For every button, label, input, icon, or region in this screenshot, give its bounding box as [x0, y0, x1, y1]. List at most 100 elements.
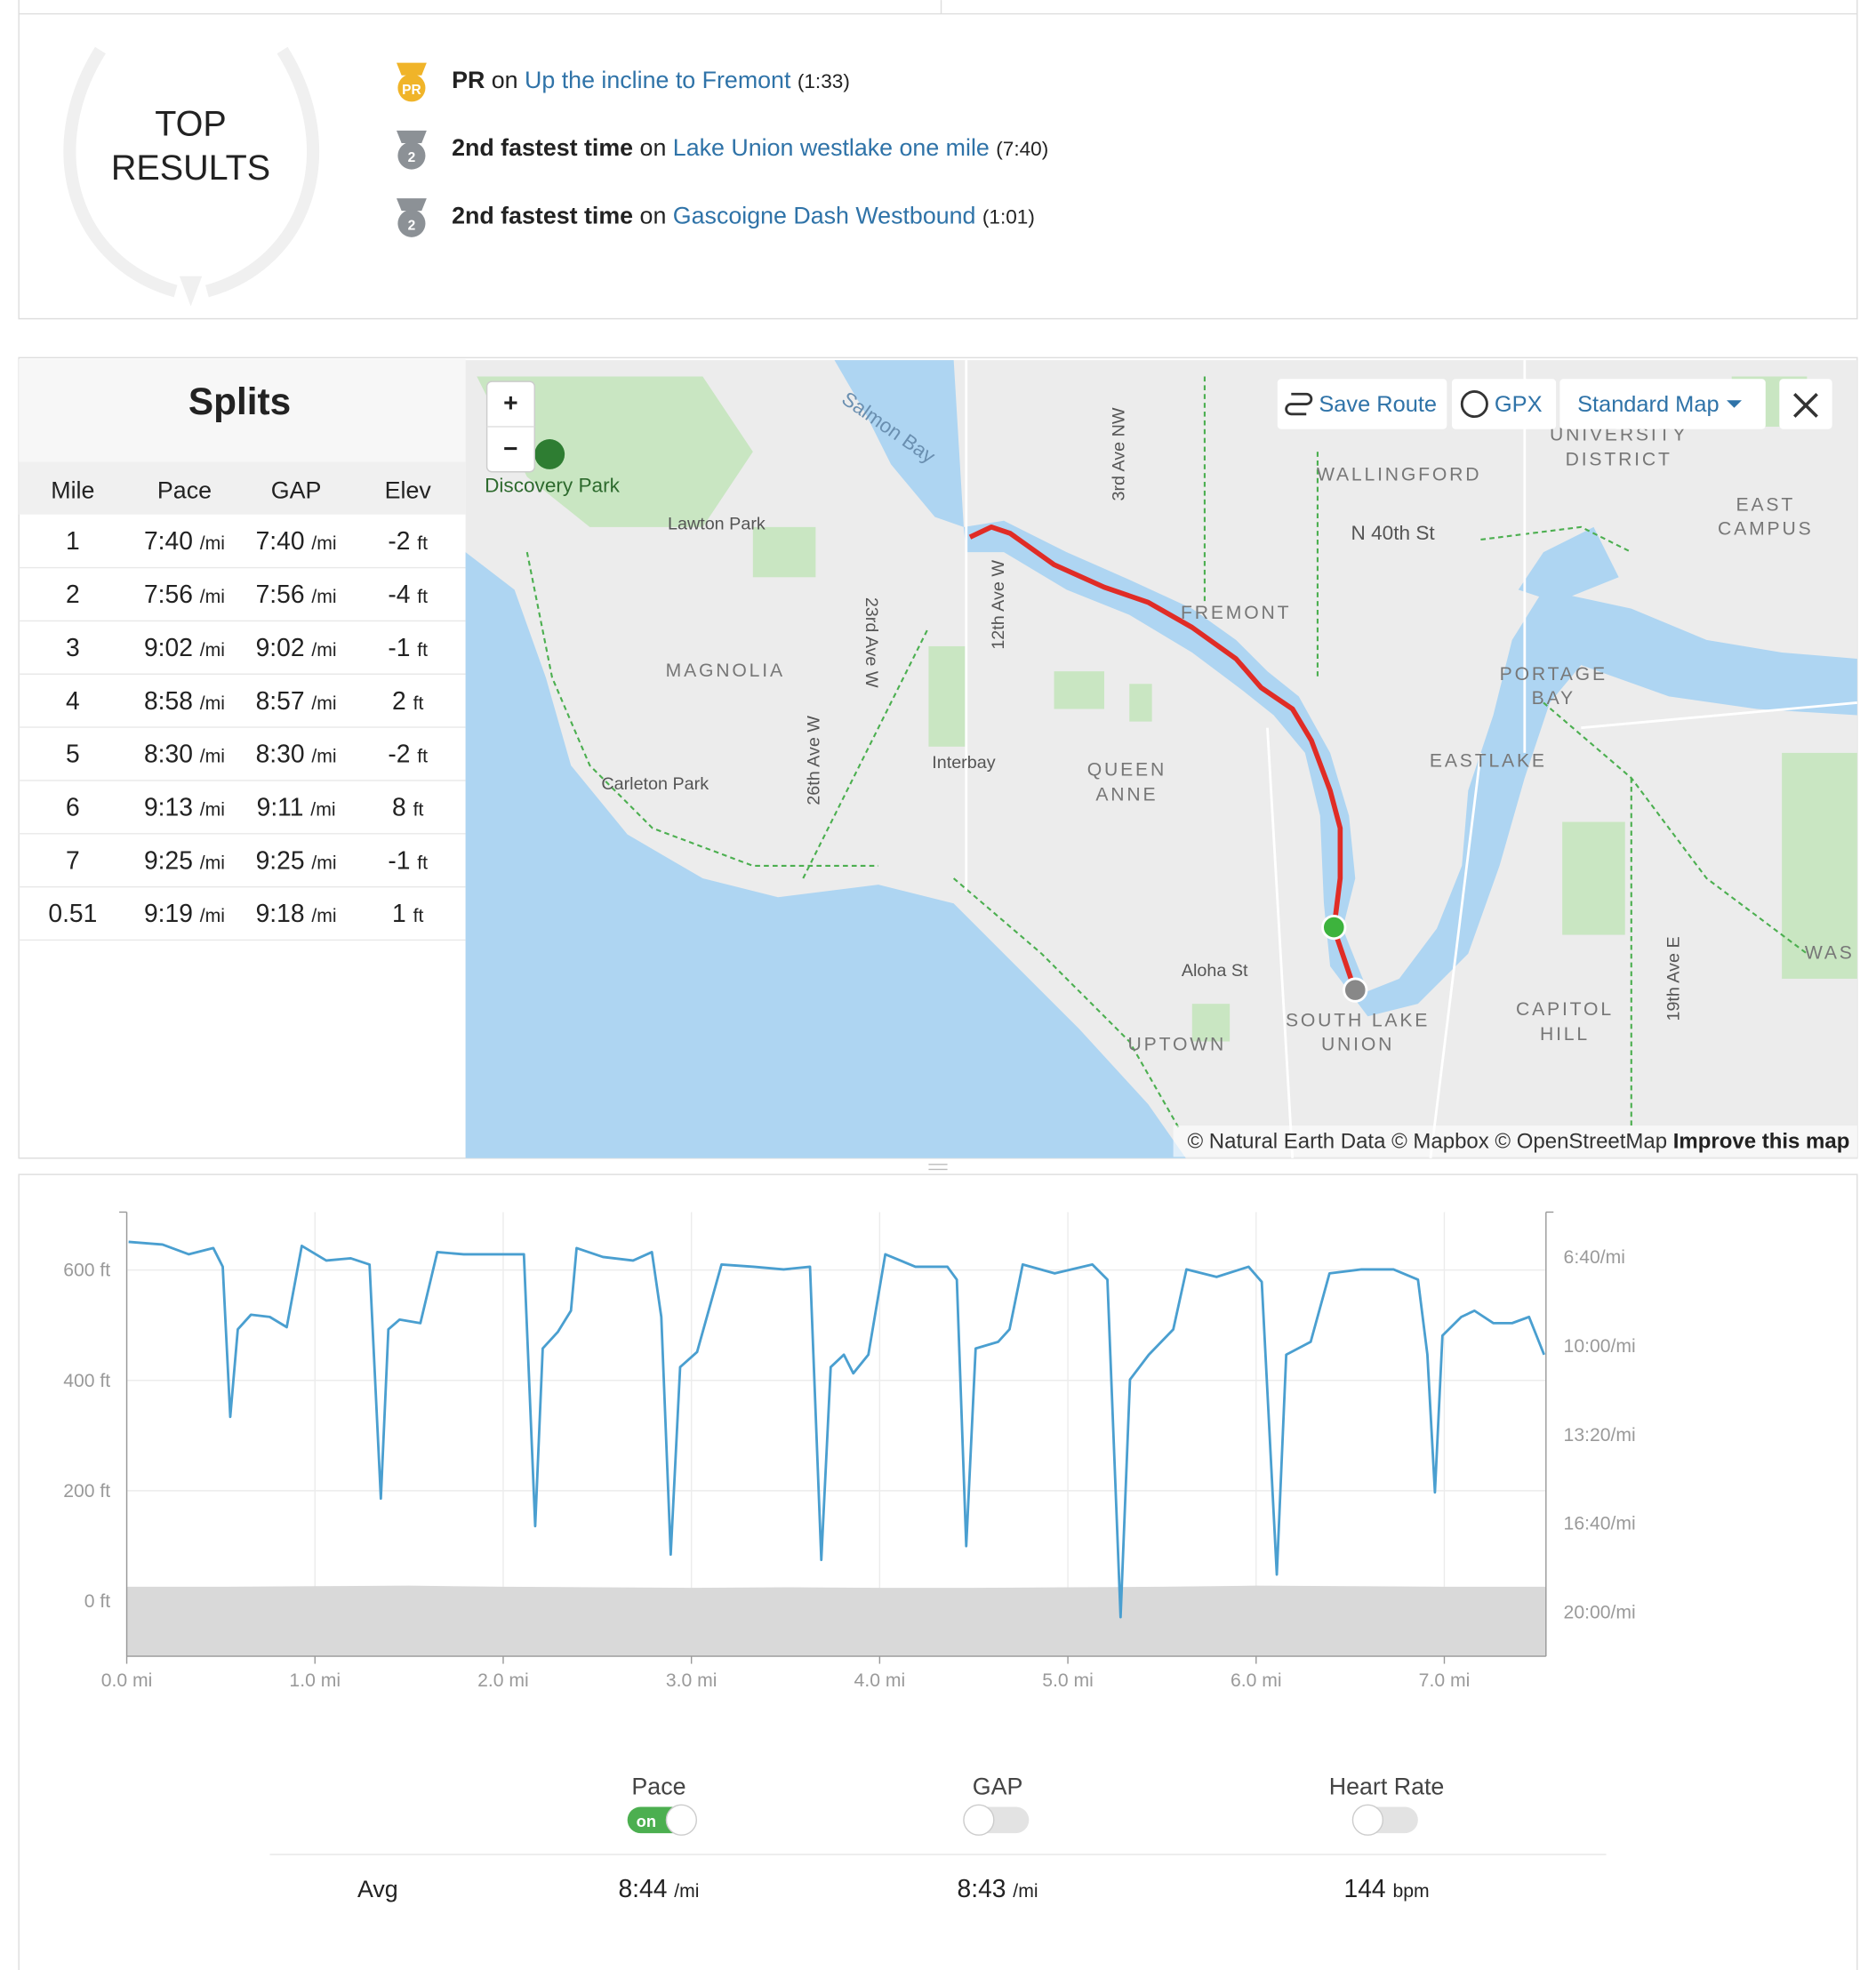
connector: on — [640, 134, 667, 161]
map-label: Carleton Park — [601, 774, 709, 794]
medal-ribbon — [396, 130, 427, 143]
split-gap: 7:40 /mi — [256, 526, 337, 555]
split-mile: 0.51 — [48, 899, 97, 927]
split-pace: 8:30 /mi — [144, 740, 225, 768]
connector: on — [640, 202, 667, 228]
map-parks — [477, 376, 1857, 1042]
column-header: Pace — [157, 476, 212, 503]
unit: /mi — [310, 799, 335, 820]
map-trails — [525, 376, 1808, 1130]
split-gap: 8:57 /mi — [256, 686, 337, 715]
map-style-button[interactable] — [1559, 379, 1766, 429]
map-label: BAY — [1532, 688, 1575, 709]
park-icon — [534, 439, 565, 469]
toggle-knob[interactable] — [665, 1804, 698, 1836]
value: 7:40 — [144, 526, 193, 555]
value: 7:56 — [144, 580, 193, 608]
x-tick-label: 7.0 mi — [1419, 1670, 1471, 1691]
y-tick-label: 200 ft — [63, 1481, 110, 1502]
chart-panel — [18, 1173, 1858, 1970]
value: 9:25 — [256, 845, 305, 874]
map-label: Interbay — [932, 753, 995, 773]
y-tick-label: 600 ft — [63, 1261, 110, 1281]
toggle-knob[interactable] — [1351, 1804, 1384, 1836]
splits-header — [19, 358, 466, 462]
split-pace: 9:13 /mi — [144, 792, 225, 821]
unit: /mi — [200, 799, 225, 820]
unit: /mi — [311, 747, 336, 767]
split-gap: 9:18 /mi — [256, 899, 337, 927]
split-pace: 8:58 /mi — [144, 686, 225, 715]
y2-tick-label: 6:40/mi — [1564, 1247, 1625, 1268]
route-icon — [1285, 392, 1313, 416]
value: -1 — [388, 633, 410, 661]
map-label: CAPITOL — [1516, 999, 1614, 1020]
split-pace: 9:19 /mi — [144, 899, 225, 927]
map-label: HILL — [1540, 1024, 1590, 1045]
y2-tick-label: 10:00/mi — [1564, 1336, 1636, 1357]
map-label: PORTAGE — [1500, 664, 1607, 685]
value: 9:11 — [257, 792, 304, 821]
toggle-state: on — [637, 1812, 656, 1830]
gpx-label[interactable]: GPX — [1495, 392, 1543, 417]
unit: /mi — [200, 587, 225, 607]
save-route-button[interactable] — [1277, 379, 1447, 429]
value: -2 — [388, 740, 410, 768]
map-label: FREMONT — [1181, 603, 1291, 623]
unit: /mi — [200, 533, 225, 554]
top-results-title: RESULTS — [111, 148, 270, 188]
value: -1 — [388, 845, 410, 874]
toggle-knob[interactable] — [963, 1804, 995, 1836]
x-tick-label: 5.0 mi — [1042, 1670, 1094, 1691]
results-list: PR PR on Up the incline to Fremont (1:33)… — [396, 62, 1048, 237]
segment-link[interactable]: Gascoigne Dash Westbound — [673, 202, 976, 228]
unit: /mi — [674, 1881, 699, 1902]
segment-link[interactable]: Up the incline to Fremont — [525, 67, 791, 93]
map-style-label[interactable]: Standard Map — [1577, 392, 1720, 417]
value: 9:13 — [144, 792, 193, 821]
zoom-in[interactable]: + — [503, 388, 517, 417]
y-tick-label: 400 ft — [63, 1371, 110, 1391]
x-tick-label: 4.0 mi — [854, 1670, 906, 1691]
avg-label: Avg — [357, 1876, 398, 1902]
y-tick-label: 0 ft — [84, 1591, 111, 1612]
split-gap: 9:25 /mi — [256, 845, 337, 874]
map-label: 19th Ave E — [1664, 936, 1683, 1021]
attribution: © Natural Earth Data © Mapbox © OpenStre… — [1187, 1129, 1667, 1153]
medal — [397, 209, 426, 237]
map-label: 26th Ave W — [805, 716, 824, 805]
zoom-out[interactable]: − — [503, 434, 517, 462]
split-elev: -2 ft — [388, 740, 428, 768]
split-elev: 2 ft — [392, 686, 423, 715]
segment-link[interactable]: Lake Union westlake one mile — [673, 134, 990, 161]
y2-tick-label: 16:40/mi — [1564, 1514, 1636, 1534]
result-time: (1:33) — [798, 70, 850, 92]
value: 8:57 — [256, 686, 305, 715]
avg-value: 144 bpm — [1344, 1874, 1430, 1902]
chart: 0 ft 200 ft 400 ft 600 ft 0.0 mi 1.0 mi 2.0 mi… — [63, 1211, 1636, 1691]
value: 7:40 — [256, 526, 305, 555]
map-label: 23rd Ave W — [862, 597, 881, 688]
split-elev: 1 ft — [392, 899, 423, 927]
save-route-label[interactable]: Save Route — [1319, 392, 1437, 417]
map-label: UNIVERSITY — [1550, 424, 1688, 444]
map-label: 12th Ave W — [989, 560, 1008, 650]
map-label: WAS — [1805, 942, 1855, 963]
map-label: 3rd Ave NW — [1110, 407, 1129, 501]
split-mile: 7 — [66, 845, 80, 874]
unit: /mi — [311, 533, 336, 554]
map-attribution: © Natural Earth Data © Mapbox © OpenStre… — [1187, 1129, 1849, 1153]
improve-map-link[interactable]: Improve this map — [1673, 1129, 1850, 1153]
map-label: Discovery Park — [485, 474, 621, 496]
value: -4 — [388, 580, 410, 608]
split-mile: 3 — [66, 633, 80, 661]
split-mile: 2 — [66, 580, 80, 608]
column-header: GAP — [271, 476, 322, 503]
map-label: ANNE — [1095, 785, 1158, 805]
result-line: 2nd fastest time on Gascoigne Dash Westb… — [452, 202, 1035, 228]
split-gap: 8:30 /mi — [256, 740, 337, 768]
split-mile: 5 — [66, 740, 80, 768]
map-label: DISTRICT — [1566, 450, 1672, 470]
